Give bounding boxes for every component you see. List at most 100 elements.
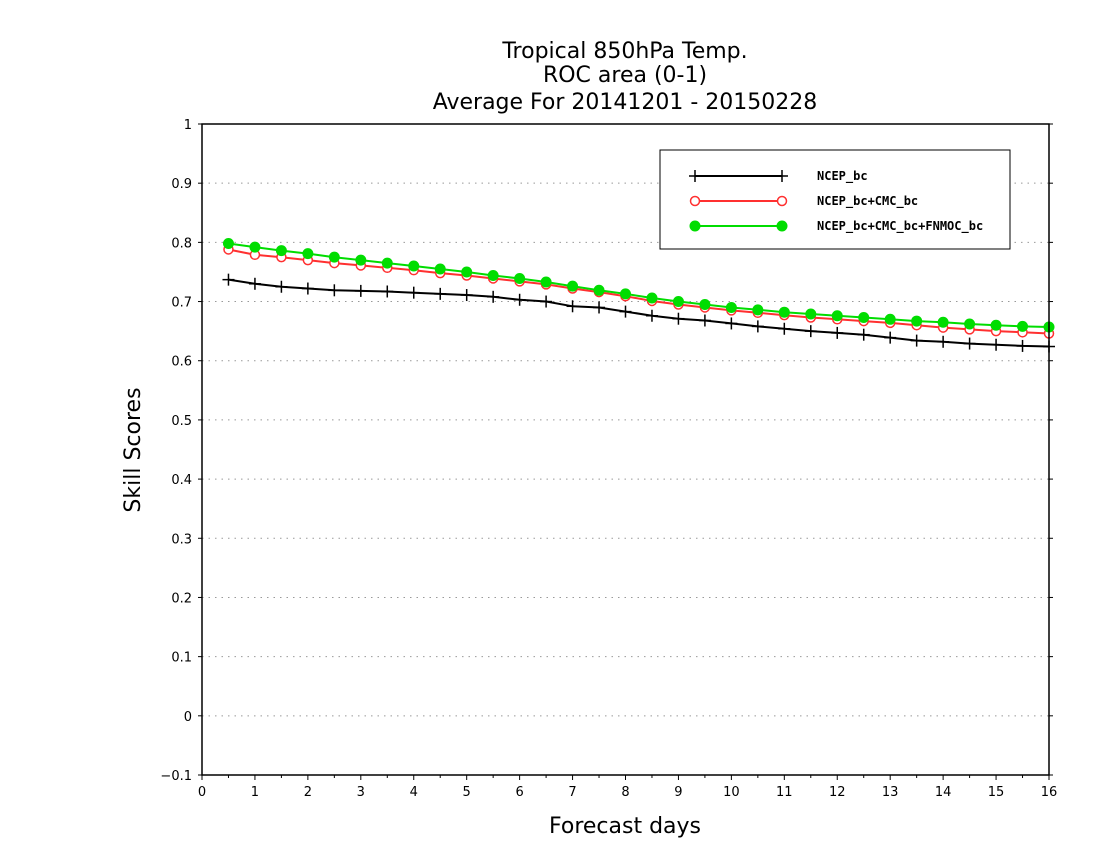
data-point xyxy=(857,328,870,341)
data-point xyxy=(248,277,261,290)
data-point xyxy=(328,251,340,263)
data-point xyxy=(699,299,711,311)
x-axis: 0 1 2 3 4 5 6 7 8 9 10 11 12 13 14 15 16 xyxy=(198,775,1057,800)
data-point xyxy=(937,335,950,348)
legend-marker xyxy=(776,220,788,232)
data-point xyxy=(275,245,287,257)
x-tick-label: 2 xyxy=(304,785,312,800)
legend-marker xyxy=(689,220,701,232)
data-point xyxy=(1016,339,1029,352)
title-line-2: ROC area (0-1) xyxy=(543,63,707,88)
data-point xyxy=(725,301,737,313)
legend-label: NCEP_bc+CMC_bc+FNMOC_bc xyxy=(817,219,983,234)
data-point xyxy=(461,266,473,278)
y-tick-label: 0.3 xyxy=(171,532,192,547)
legend-marker xyxy=(776,170,788,182)
data-point xyxy=(858,312,870,324)
data-point xyxy=(963,337,976,350)
series-1 xyxy=(222,273,1055,353)
data-point xyxy=(990,338,1003,351)
data-point xyxy=(487,270,499,282)
x-tick-label: 10 xyxy=(723,785,740,800)
data-point xyxy=(672,296,684,308)
data-point xyxy=(487,290,500,303)
y-tick-label: −0.1 xyxy=(160,769,192,784)
x-tick-label: 4 xyxy=(410,785,418,800)
x-tick-label: 0 xyxy=(198,785,206,800)
x-tick-label: 9 xyxy=(674,785,682,800)
x-tick-label: 13 xyxy=(882,785,899,800)
legend-label: NCEP_bc+CMC_bc xyxy=(817,194,918,209)
y-tick-label: 0.5 xyxy=(171,414,192,429)
data-point xyxy=(831,326,844,339)
y-tick-label: 0.4 xyxy=(171,473,192,488)
data-point xyxy=(964,318,976,330)
data-point xyxy=(884,331,897,344)
x-tick-label: 15 xyxy=(988,785,1005,800)
data-point xyxy=(222,273,235,286)
x-tick-label: 16 xyxy=(1041,785,1058,800)
data-point xyxy=(778,322,791,335)
data-point xyxy=(434,263,446,275)
data-point xyxy=(328,284,341,297)
data-point xyxy=(513,293,526,306)
data-point xyxy=(645,309,658,322)
data-point xyxy=(725,317,738,330)
data-point xyxy=(434,287,447,300)
data-point xyxy=(381,285,394,298)
data-point xyxy=(514,272,526,284)
x-axis-title: Forecast days xyxy=(549,814,701,839)
title-line-3: Average For 20141201 - 20150228 xyxy=(433,90,818,115)
data-point xyxy=(911,315,923,327)
legend-marker xyxy=(776,195,788,207)
y-tick-label: 0.7 xyxy=(171,296,192,311)
y-axis-title: Skill Scores xyxy=(121,387,146,512)
legend-box xyxy=(659,149,1011,250)
data-point xyxy=(620,288,631,300)
legend-marker xyxy=(689,170,701,182)
legend-entry: NCEP_bc+CMC_bc+FNMOC_bc xyxy=(689,219,983,234)
y-tick-label: 0.2 xyxy=(171,591,192,606)
data-point xyxy=(355,254,367,266)
legend-marker xyxy=(689,195,701,207)
x-tick-label: 3 xyxy=(357,785,365,800)
data-point xyxy=(222,238,234,250)
x-tick-label: 12 xyxy=(829,785,846,800)
data-point xyxy=(249,241,261,253)
data-point xyxy=(778,306,790,318)
data-point xyxy=(301,282,314,295)
x-tick-label: 1 xyxy=(251,785,259,800)
data-point xyxy=(381,257,393,269)
data-point xyxy=(646,292,658,304)
data-point xyxy=(302,248,314,260)
data-point xyxy=(567,280,579,292)
y-tick-label: 0 xyxy=(184,710,192,725)
data-point xyxy=(619,305,632,318)
chart-title: Tropical 850hPa Temp. ROC area (0-1) Ave… xyxy=(433,39,818,115)
data-point xyxy=(540,295,553,308)
y-tick-label: 1 xyxy=(184,118,192,133)
data-point xyxy=(566,300,579,313)
series-group xyxy=(222,238,1055,353)
data-point xyxy=(910,334,923,347)
legend: NCEP_bc NCEP_bc+CMC_bc NCEP_bc+CMC_bc+FNMO… xyxy=(659,149,1011,250)
data-point xyxy=(1017,320,1029,332)
data-point xyxy=(407,286,420,299)
y-tick-label: 0.6 xyxy=(171,355,192,370)
data-point xyxy=(593,301,606,314)
series-3 xyxy=(222,238,1055,333)
x-tick-label: 6 xyxy=(515,785,523,800)
data-point xyxy=(805,308,817,320)
data-point xyxy=(354,284,367,297)
title-line-1: Tropical 850hPa Temp. xyxy=(501,39,747,64)
data-point xyxy=(698,314,711,327)
y-tick-label: 0.1 xyxy=(171,651,192,666)
data-point xyxy=(275,280,288,293)
data-point xyxy=(804,325,817,338)
y-tick-label: 0.9 xyxy=(171,177,192,192)
x-tick-label: 5 xyxy=(463,785,471,800)
x-tick-label: 14 xyxy=(935,785,952,800)
data-point xyxy=(672,312,685,325)
